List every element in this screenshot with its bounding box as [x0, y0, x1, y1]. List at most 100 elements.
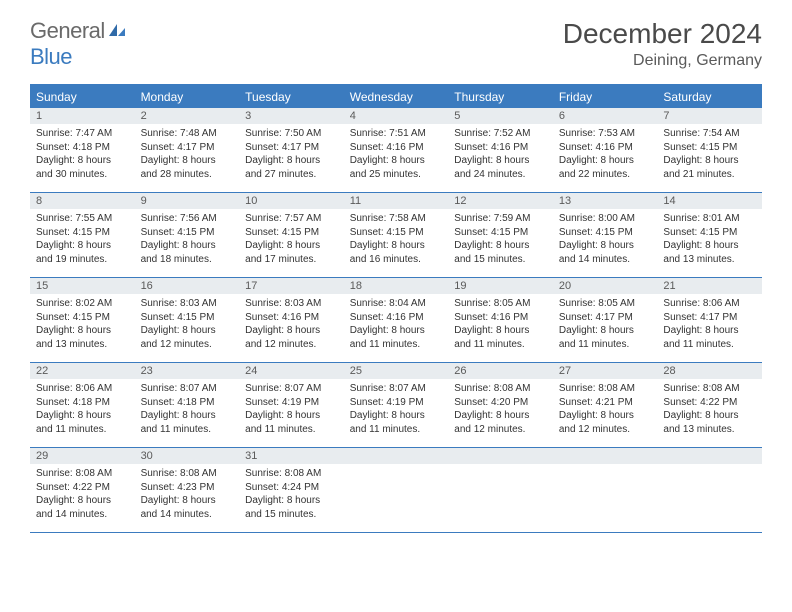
- day-line-ss: Sunset: 4:21 PM: [559, 396, 652, 410]
- day-cell: 28Sunrise: 8:08 AMSunset: 4:22 PMDayligh…: [657, 363, 762, 447]
- day-cell: 15Sunrise: 8:02 AMSunset: 4:15 PMDayligh…: [30, 278, 135, 362]
- day-content: Sunrise: 8:05 AMSunset: 4:16 PMDaylight:…: [448, 294, 553, 357]
- day-number: [344, 448, 449, 464]
- day-line-sr: Sunrise: 7:56 AM: [141, 212, 234, 226]
- day-line-d2: and 14 minutes.: [559, 253, 652, 267]
- day-cell: 12Sunrise: 7:59 AMSunset: 4:15 PMDayligh…: [448, 193, 553, 277]
- day-line-d1: Daylight: 8 hours: [245, 324, 338, 338]
- day-number: 31: [239, 448, 344, 464]
- day-cell: 22Sunrise: 8:06 AMSunset: 4:18 PMDayligh…: [30, 363, 135, 447]
- week-row: 29Sunrise: 8:08 AMSunset: 4:22 PMDayligh…: [30, 448, 762, 533]
- day-number: 23: [135, 363, 240, 379]
- day-line-d2: and 24 minutes.: [454, 168, 547, 182]
- day-number: 26: [448, 363, 553, 379]
- day-number: 20: [553, 278, 658, 294]
- day-content: Sunrise: 7:50 AMSunset: 4:17 PMDaylight:…: [239, 124, 344, 187]
- day-line-ss: Sunset: 4:16 PM: [350, 141, 443, 155]
- day-number: 25: [344, 363, 449, 379]
- day-cell: 11Sunrise: 7:58 AMSunset: 4:15 PMDayligh…: [344, 193, 449, 277]
- week-row: 8Sunrise: 7:55 AMSunset: 4:15 PMDaylight…: [30, 193, 762, 278]
- day-cell: [657, 448, 762, 532]
- day-cell: 30Sunrise: 8:08 AMSunset: 4:23 PMDayligh…: [135, 448, 240, 532]
- day-content: Sunrise: 8:06 AMSunset: 4:18 PMDaylight:…: [30, 379, 135, 442]
- day-line-d2: and 12 minutes.: [454, 423, 547, 437]
- day-cell: 1Sunrise: 7:47 AMSunset: 4:18 PMDaylight…: [30, 108, 135, 192]
- day-content: Sunrise: 8:06 AMSunset: 4:17 PMDaylight:…: [657, 294, 762, 357]
- day-content: Sunrise: 7:55 AMSunset: 4:15 PMDaylight:…: [30, 209, 135, 272]
- day-line-sr: Sunrise: 8:00 AM: [559, 212, 652, 226]
- day-line-d2: and 17 minutes.: [245, 253, 338, 267]
- day-line-ss: Sunset: 4:15 PM: [559, 226, 652, 240]
- day-line-sr: Sunrise: 7:57 AM: [245, 212, 338, 226]
- day-content: Sunrise: 7:47 AMSunset: 4:18 PMDaylight:…: [30, 124, 135, 187]
- day-line-sr: Sunrise: 7:53 AM: [559, 127, 652, 141]
- day-content: Sunrise: 7:58 AMSunset: 4:15 PMDaylight:…: [344, 209, 449, 272]
- day-line-sr: Sunrise: 8:04 AM: [350, 297, 443, 311]
- day-line-ss: Sunset: 4:19 PM: [350, 396, 443, 410]
- day-header-monday: Monday: [135, 86, 240, 108]
- day-line-ss: Sunset: 4:15 PM: [141, 226, 234, 240]
- title-block: December 2024 Deining, Germany: [563, 18, 762, 70]
- day-line-d2: and 25 minutes.: [350, 168, 443, 182]
- day-line-d1: Daylight: 8 hours: [559, 324, 652, 338]
- day-line-d1: Daylight: 8 hours: [663, 409, 756, 423]
- day-cell: 31Sunrise: 8:08 AMSunset: 4:24 PMDayligh…: [239, 448, 344, 532]
- day-line-ss: Sunset: 4:15 PM: [350, 226, 443, 240]
- day-content: Sunrise: 8:01 AMSunset: 4:15 PMDaylight:…: [657, 209, 762, 272]
- day-content: Sunrise: 7:56 AMSunset: 4:15 PMDaylight:…: [135, 209, 240, 272]
- day-header-thursday: Thursday: [448, 86, 553, 108]
- day-line-d1: Daylight: 8 hours: [141, 239, 234, 253]
- day-cell: 20Sunrise: 8:05 AMSunset: 4:17 PMDayligh…: [553, 278, 658, 362]
- header: General Blue December 2024 Deining, Germ…: [0, 0, 792, 76]
- day-number: 18: [344, 278, 449, 294]
- day-content: Sunrise: 8:03 AMSunset: 4:16 PMDaylight:…: [239, 294, 344, 357]
- day-line-d2: and 11 minutes.: [36, 423, 129, 437]
- day-number: 30: [135, 448, 240, 464]
- day-line-d1: Daylight: 8 hours: [559, 239, 652, 253]
- day-line-ss: Sunset: 4:16 PM: [454, 141, 547, 155]
- day-line-d2: and 15 minutes.: [454, 253, 547, 267]
- day-number: 9: [135, 193, 240, 209]
- day-line-d1: Daylight: 8 hours: [454, 409, 547, 423]
- day-line-d2: and 27 minutes.: [245, 168, 338, 182]
- day-line-d1: Daylight: 8 hours: [245, 409, 338, 423]
- day-content: Sunrise: 8:07 AMSunset: 4:19 PMDaylight:…: [344, 379, 449, 442]
- day-number: 16: [135, 278, 240, 294]
- day-cell: 7Sunrise: 7:54 AMSunset: 4:15 PMDaylight…: [657, 108, 762, 192]
- day-number: 2: [135, 108, 240, 124]
- day-cell: 9Sunrise: 7:56 AMSunset: 4:15 PMDaylight…: [135, 193, 240, 277]
- day-number: 3: [239, 108, 344, 124]
- day-line-d2: and 12 minutes.: [559, 423, 652, 437]
- day-line-sr: Sunrise: 7:55 AM: [36, 212, 129, 226]
- day-number: 15: [30, 278, 135, 294]
- day-line-sr: Sunrise: 8:03 AM: [141, 297, 234, 311]
- day-number: 14: [657, 193, 762, 209]
- day-content: Sunrise: 8:08 AMSunset: 4:22 PMDaylight:…: [30, 464, 135, 527]
- day-line-ss: Sunset: 4:24 PM: [245, 481, 338, 495]
- day-header-saturday: Saturday: [657, 86, 762, 108]
- day-line-ss: Sunset: 4:15 PM: [245, 226, 338, 240]
- day-line-ss: Sunset: 4:17 PM: [245, 141, 338, 155]
- day-cell: 5Sunrise: 7:52 AMSunset: 4:16 PMDaylight…: [448, 108, 553, 192]
- day-line-sr: Sunrise: 8:08 AM: [454, 382, 547, 396]
- day-number: 21: [657, 278, 762, 294]
- day-line-d1: Daylight: 8 hours: [663, 324, 756, 338]
- day-content: Sunrise: 8:04 AMSunset: 4:16 PMDaylight:…: [344, 294, 449, 357]
- day-number: 1: [30, 108, 135, 124]
- day-line-sr: Sunrise: 7:51 AM: [350, 127, 443, 141]
- day-cell: [344, 448, 449, 532]
- day-cell: 16Sunrise: 8:03 AMSunset: 4:15 PMDayligh…: [135, 278, 240, 362]
- day-content: Sunrise: 7:59 AMSunset: 4:15 PMDaylight:…: [448, 209, 553, 272]
- day-line-ss: Sunset: 4:18 PM: [36, 141, 129, 155]
- location: Deining, Germany: [563, 52, 762, 70]
- day-line-d2: and 11 minutes.: [245, 423, 338, 437]
- day-number: [657, 448, 762, 464]
- day-number: 5: [448, 108, 553, 124]
- day-line-ss: Sunset: 4:18 PM: [141, 396, 234, 410]
- day-line-ss: Sunset: 4:16 PM: [454, 311, 547, 325]
- day-line-d1: Daylight: 8 hours: [36, 494, 129, 508]
- day-content: Sunrise: 7:48 AMSunset: 4:17 PMDaylight:…: [135, 124, 240, 187]
- day-line-ss: Sunset: 4:15 PM: [663, 141, 756, 155]
- day-line-ss: Sunset: 4:22 PM: [663, 396, 756, 410]
- week-row: 15Sunrise: 8:02 AMSunset: 4:15 PMDayligh…: [30, 278, 762, 363]
